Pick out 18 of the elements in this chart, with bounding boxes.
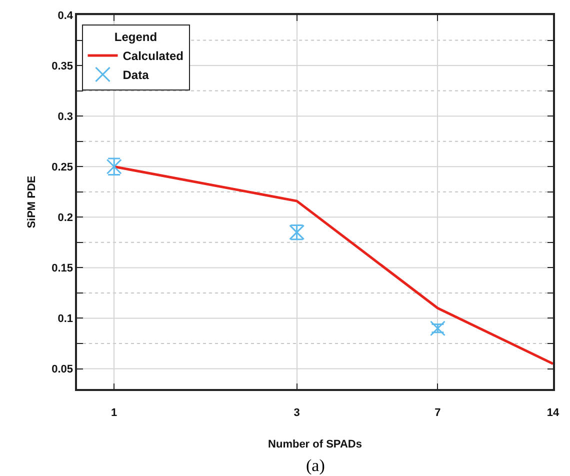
x-tick-label: 14 bbox=[546, 406, 560, 419]
y-tick-label: 0.35 bbox=[52, 60, 74, 72]
legend-label: Calculated bbox=[122, 49, 184, 64]
x-tick-label: 7 bbox=[434, 406, 441, 419]
x-tick-label: 3 bbox=[294, 406, 300, 419]
legend-label: Data bbox=[122, 68, 150, 82]
x-axis-title: Number of SPADs bbox=[268, 438, 362, 451]
legend-title: Legend bbox=[114, 30, 158, 44]
y-tick-label: 0.2 bbox=[58, 212, 74, 224]
y-tick-label: 0.05 bbox=[52, 364, 74, 376]
text: (a) bbox=[306, 456, 325, 475]
y-tick-label: 0.4 bbox=[58, 10, 74, 22]
y-tick-label: 0.15 bbox=[52, 262, 74, 275]
y-tick-label: 0.1 bbox=[58, 313, 74, 326]
x-tick-label: 1 bbox=[111, 406, 118, 419]
y-tick-label: 0.25 bbox=[52, 161, 74, 174]
y-tick-label: 0.3 bbox=[58, 110, 74, 123]
y-axis-title: SiPM PDE bbox=[26, 176, 38, 228]
